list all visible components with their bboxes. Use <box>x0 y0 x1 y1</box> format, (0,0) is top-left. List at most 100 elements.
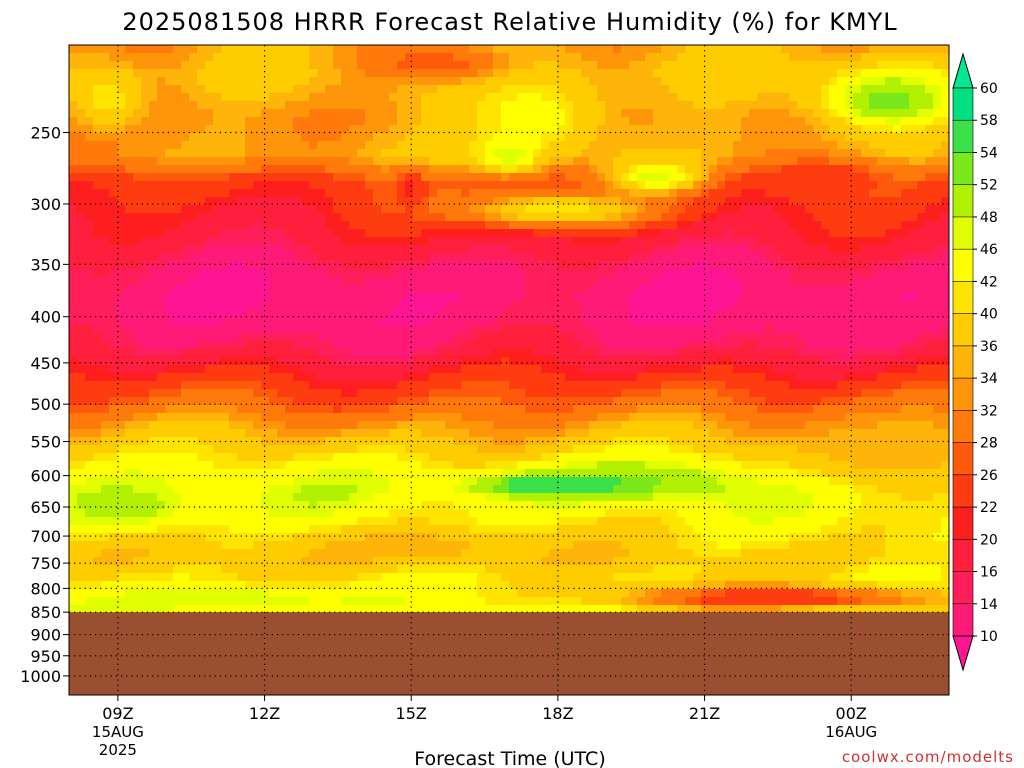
rh-cell <box>421 357 430 366</box>
rh-cell <box>317 101 326 110</box>
rh-cell <box>909 365 918 374</box>
rh-cell <box>741 349 750 358</box>
rh-cell <box>725 101 734 110</box>
rh-cell <box>901 229 910 238</box>
rh-cell <box>653 333 662 342</box>
rh-cell <box>125 53 134 62</box>
rh-cell <box>621 269 630 278</box>
rh-cell <box>621 117 630 126</box>
rh-cell <box>717 69 726 78</box>
rh-cell <box>677 157 686 166</box>
rh-cell <box>701 101 710 110</box>
rh-cell <box>181 157 190 166</box>
rh-cell <box>221 69 230 78</box>
rh-cell <box>621 333 630 342</box>
rh-cell <box>357 141 366 150</box>
rh-cell <box>525 181 534 190</box>
rh-cell <box>901 77 910 86</box>
rh-cell <box>157 45 166 54</box>
rh-cell <box>829 221 838 230</box>
rh-cell <box>893 141 902 150</box>
rh-cell <box>605 293 614 302</box>
rh-cell <box>613 149 622 158</box>
rh-cell <box>341 253 350 262</box>
rh-cell <box>149 309 158 318</box>
rh-cell <box>445 309 454 318</box>
rh-cell <box>133 365 142 374</box>
rh-cell <box>909 277 918 286</box>
rh-cell <box>245 397 254 406</box>
rh-cell <box>117 125 126 134</box>
rh-cell <box>821 269 830 278</box>
rh-cell <box>805 349 814 358</box>
rh-cell <box>261 205 270 214</box>
rh-cell <box>349 157 358 166</box>
rh-cell <box>805 245 814 254</box>
rh-cell <box>493 189 502 198</box>
rh-cell <box>285 165 294 174</box>
rh-cell <box>885 317 894 326</box>
rh-cell <box>933 349 942 358</box>
rh-cell <box>421 293 430 302</box>
rh-cell <box>109 245 118 254</box>
rh-cell <box>605 157 614 166</box>
rh-cell <box>221 181 230 190</box>
rh-cell <box>829 349 838 358</box>
rh-cell <box>221 173 230 182</box>
rh-cell <box>405 125 414 134</box>
rh-cell <box>933 165 942 174</box>
rh-cell <box>925 125 934 134</box>
rh-cell <box>845 117 854 126</box>
rh-cell <box>373 341 382 350</box>
rh-cell <box>821 125 830 134</box>
rh-cell <box>677 125 686 134</box>
rh-cell <box>829 301 838 310</box>
rh-cell <box>661 69 670 78</box>
rh-cell <box>541 325 550 334</box>
rh-cell <box>893 325 902 334</box>
rh-cell <box>757 53 766 62</box>
rh-cell <box>813 45 822 54</box>
rh-cell <box>117 45 126 54</box>
rh-cell <box>525 149 534 158</box>
rh-cell <box>933 197 942 206</box>
rh-cell <box>181 245 190 254</box>
rh-cell <box>349 77 358 86</box>
rh-cell <box>789 301 798 310</box>
rh-cell <box>701 53 710 62</box>
rh-cell <box>925 189 934 198</box>
rh-cell <box>493 181 502 190</box>
rh-cell <box>821 221 830 230</box>
rh-cell <box>253 45 262 54</box>
rh-cell <box>885 109 894 118</box>
rh-cell <box>781 221 790 230</box>
rh-cell <box>133 157 142 166</box>
rh-cell <box>829 373 838 382</box>
rh-cell <box>941 213 949 222</box>
rh-cell <box>261 197 270 206</box>
rh-cell <box>741 341 750 350</box>
rh-cell <box>565 301 574 310</box>
rh-cell <box>765 245 774 254</box>
rh-cell <box>821 53 830 62</box>
rh-cell <box>101 141 110 150</box>
rh-cell <box>101 205 110 214</box>
rh-cell <box>709 197 718 206</box>
rh-cell <box>525 253 534 262</box>
rh-cell <box>717 157 726 166</box>
rh-cell <box>445 77 454 86</box>
rh-cell <box>373 173 382 182</box>
rh-cell <box>117 173 126 182</box>
rh-cell <box>773 373 782 382</box>
rh-cell <box>213 205 222 214</box>
rh-cell <box>245 389 254 398</box>
rh-cell <box>493 53 502 62</box>
rh-cell <box>669 261 678 270</box>
rh-cell <box>109 253 118 262</box>
rh-cell <box>573 157 582 166</box>
rh-cell <box>893 181 902 190</box>
rh-cell <box>341 189 350 198</box>
rh-cell <box>557 93 566 102</box>
rh-cell <box>173 61 182 70</box>
rh-cell <box>941 397 949 406</box>
